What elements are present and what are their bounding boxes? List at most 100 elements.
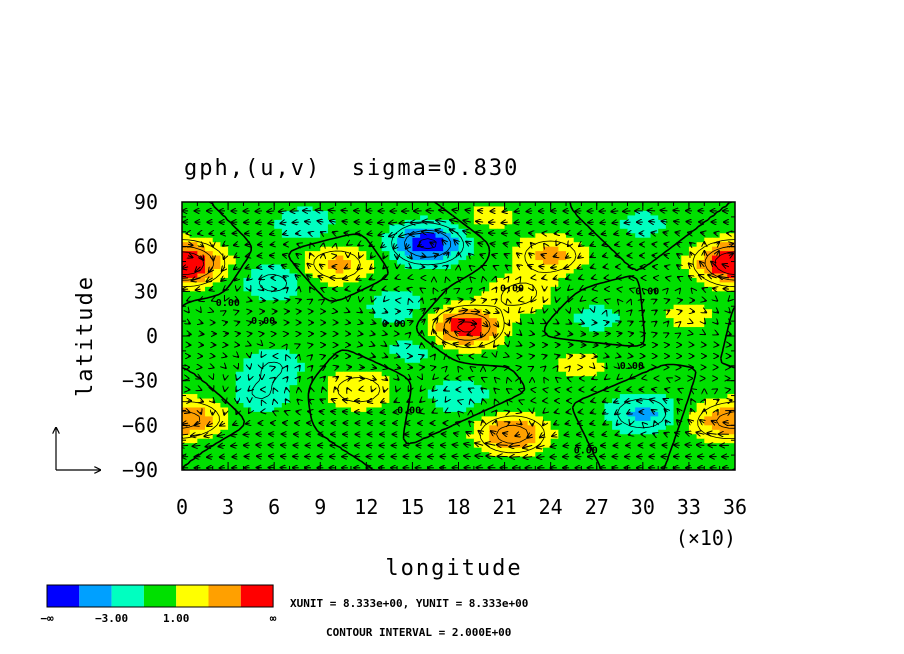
heatmap-cell (197, 371, 206, 377)
heatmap-cell (635, 295, 644, 301)
heatmap-cell (481, 371, 490, 377)
heatmap-cell (581, 380, 590, 386)
heatmap-cell (435, 295, 444, 301)
heatmap-cell (427, 385, 437, 391)
heatmap-cell (366, 224, 375, 230)
heatmap-cell (343, 336, 352, 342)
heatmap-cell (304, 434, 314, 440)
heatmap-cell (350, 394, 360, 400)
heatmap-cell (458, 224, 467, 230)
heatmap-cell (558, 228, 567, 234)
wind-vector (514, 222, 520, 223)
heatmap-cell (435, 318, 444, 324)
wind-vector (465, 210, 471, 211)
heatmap-cell (404, 336, 414, 342)
heatmap-cell (612, 246, 621, 252)
heatmap-cell (297, 434, 306, 440)
heatmap-cell (381, 336, 390, 342)
heatmap-cell (627, 215, 636, 221)
wind-vector (287, 300, 290, 301)
heatmap-cell (604, 327, 613, 333)
heatmap-cell (335, 206, 344, 212)
heatmap-cell (581, 416, 590, 422)
heatmap-cell (281, 318, 291, 324)
heatmap-cell (412, 273, 421, 279)
heatmap-cell (481, 456, 490, 462)
heatmap-cell (358, 443, 367, 449)
wind-vector (422, 309, 425, 312)
heatmap-cell (481, 206, 490, 212)
heatmap-cell (658, 309, 667, 315)
wind-vector (434, 254, 438, 255)
heatmap-cell (427, 251, 437, 257)
heatmap-cell (519, 344, 529, 350)
wind-vector (508, 323, 510, 326)
heatmap-cell (389, 300, 398, 306)
heatmap-cell (519, 420, 529, 426)
wind-vector (667, 322, 668, 323)
heatmap-cell (427, 438, 437, 444)
heatmap-cell (412, 309, 421, 315)
heatmap-cell (212, 398, 221, 404)
wind-vector (729, 323, 731, 324)
heatmap-cell (304, 304, 314, 310)
heatmap-cell (335, 385, 344, 391)
heatmap-cell (466, 304, 475, 310)
heatmap-cell (688, 371, 698, 377)
heatmap-cell (558, 291, 567, 297)
heatmap-cell (312, 237, 321, 243)
heatmap-cell (312, 313, 321, 319)
heatmap-cell (719, 447, 728, 453)
heatmap-cell (412, 264, 421, 270)
heatmap-cell (658, 416, 667, 422)
heatmap-cell (489, 224, 498, 230)
heatmap-cell (212, 255, 221, 261)
heatmap-cell (658, 291, 667, 297)
heatmap-cell (235, 465, 245, 470)
heatmap-cell (527, 291, 536, 297)
heatmap-cell (481, 269, 490, 275)
heatmap-cell (274, 215, 283, 221)
heatmap-cell (435, 349, 444, 355)
heatmap-cell (604, 219, 613, 225)
heatmap-cell (435, 237, 444, 243)
heatmap-cell (450, 331, 460, 337)
heatmap-cell (366, 282, 375, 288)
heatmap-cell (635, 336, 644, 342)
heatmap-cell (228, 407, 237, 413)
heatmap-cell (320, 322, 329, 328)
heatmap-cell (642, 461, 652, 467)
heatmap-cell (281, 291, 291, 297)
heatmap-cell (358, 291, 367, 297)
heatmap-cell (374, 349, 383, 355)
heatmap-cell (189, 304, 198, 310)
heatmap-cell (635, 416, 644, 422)
heatmap-cell (727, 327, 735, 333)
heatmap-cell (619, 407, 629, 413)
heatmap-cell (297, 443, 306, 449)
wind-vector (603, 244, 607, 245)
heatmap-cell (704, 331, 713, 337)
heatmap-cell (374, 246, 383, 252)
heatmap-cell (312, 367, 321, 373)
heatmap-cell (573, 380, 582, 386)
heatmap-cell (627, 255, 636, 261)
heatmap-cell (519, 349, 529, 355)
heatmap-cell (389, 273, 398, 279)
heatmap-cell (358, 456, 367, 462)
heatmap-cell (374, 202, 383, 208)
heatmap-cell (704, 344, 713, 350)
heatmap-cell (320, 224, 329, 230)
wind-vector (667, 310, 669, 311)
heatmap-cell (212, 411, 221, 417)
heatmap-cell (189, 215, 198, 221)
heatmap-cell (243, 353, 252, 359)
heatmap-cell (297, 336, 306, 342)
heatmap-cell (397, 327, 406, 333)
wind-vector (235, 278, 238, 281)
heatmap-cell (665, 416, 675, 422)
heatmap-cell (251, 461, 260, 467)
heatmap-cell (673, 224, 682, 230)
heatmap-cell (458, 394, 467, 400)
heatmap-cell (397, 255, 406, 261)
